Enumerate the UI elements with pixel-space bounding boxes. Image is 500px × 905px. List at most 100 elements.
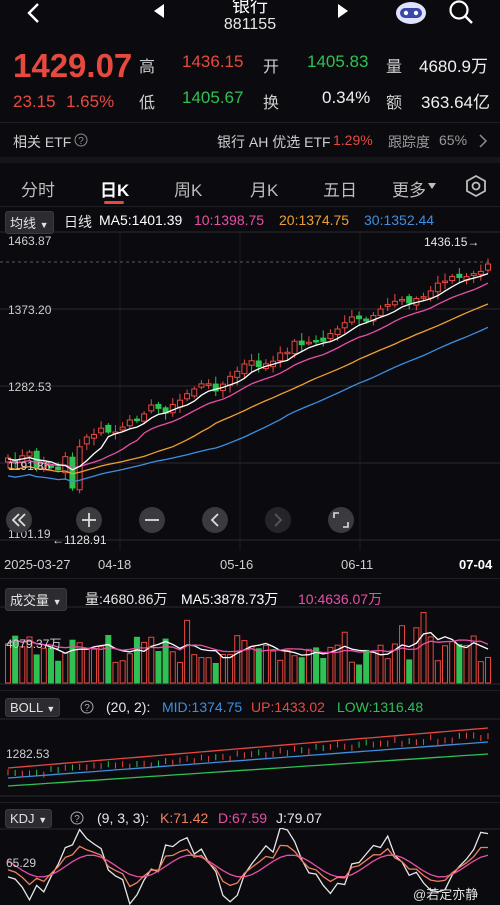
help-icon[interactable]: ? (80, 700, 94, 714)
candle-body (442, 280, 449, 284)
volume-bar (442, 645, 449, 684)
divider (0, 157, 500, 163)
y-axis-label: 1282.53 (6, 747, 50, 761)
kdj-d: D:67.59 (218, 810, 268, 826)
volume-bar (413, 627, 420, 684)
volume-bar (98, 646, 105, 684)
volume-bar (370, 650, 377, 684)
kdj-j: J:79.07 (276, 810, 322, 826)
volume-bar (184, 619, 191, 684)
volume-bar (334, 644, 341, 684)
candle-body (449, 275, 456, 282)
related-etf-label: 相关 ETF (13, 134, 72, 150)
volume-value: 4680.9万 (419, 57, 488, 76)
candle-body (391, 300, 398, 306)
candle-body (291, 340, 298, 355)
volume-bar (133, 636, 140, 684)
volume-bar (320, 658, 327, 684)
indicator-selector-ma[interactable]: 均线 ▼ (5, 211, 54, 234)
boll-mid: MID:1374.75 (162, 699, 243, 715)
candle-body (141, 413, 148, 422)
volume-bar (33, 654, 40, 684)
candlestick-chart[interactable]: 1463.87 1373.20 1282.53 1191.86 1101.19 … (0, 230, 500, 550)
indicator-selector-label: KDJ (10, 811, 35, 826)
volume-bar (377, 644, 384, 684)
volume-bar (212, 662, 219, 684)
boll-low: LOW:1316.48 (337, 699, 424, 715)
candle-body (377, 308, 384, 317)
etf-name[interactable]: 银行 AH 优选 ETF (217, 134, 331, 150)
chevron-right-icon[interactable] (478, 134, 488, 148)
divider (0, 690, 500, 691)
candle-body (420, 296, 427, 299)
robot-assistant-icon[interactable] (394, 0, 428, 26)
amount-label: 额 (386, 95, 403, 112)
chevron-right-icon (274, 513, 283, 527)
candle-body (184, 393, 191, 400)
volume-bar (298, 657, 305, 684)
volume-bar (463, 644, 470, 684)
candle-body (370, 315, 377, 322)
candle-body (363, 318, 370, 322)
scroll-left-button[interactable] (202, 507, 228, 533)
etf-pct: 1.29% (333, 132, 373, 148)
volume-bar (105, 634, 112, 684)
price-change: 23.15 (13, 92, 56, 111)
prev-stock-icon[interactable] (152, 3, 166, 19)
indicator-selector-boll[interactable]: BOLL ▼ (5, 698, 61, 717)
volume-bar (69, 639, 76, 684)
tab-monthly-k[interactable]: 月K (250, 181, 279, 200)
ma5-line (7, 272, 489, 471)
candle-body (341, 322, 348, 329)
volume-bar (169, 651, 176, 684)
help-icon[interactable]: ? (74, 133, 88, 147)
candle-body (255, 360, 262, 368)
kdj-chart[interactable]: 65.29 (0, 828, 500, 905)
volume-bar (205, 657, 212, 684)
scroll-to-start-button[interactable] (6, 507, 32, 533)
search-icon[interactable] (448, 0, 476, 26)
tab-daily-k[interactable]: 日K (100, 181, 130, 200)
plus-icon (82, 513, 96, 527)
zoom-in-button[interactable] (76, 507, 102, 533)
tab-five-day[interactable]: 五日 (323, 181, 357, 200)
kdj-k-line (7, 844, 488, 888)
kdj-d-line (7, 854, 489, 878)
indicator-selector-volume[interactable]: 成交量 ▼ (5, 588, 67, 611)
volume-bar (262, 644, 269, 684)
divider (0, 578, 500, 579)
svg-text:?: ? (74, 814, 80, 825)
volume-bar (391, 643, 398, 684)
watermark: @若定亦静 (413, 887, 479, 902)
divider (0, 206, 500, 207)
back-icon[interactable] (26, 2, 42, 24)
candle-body (470, 273, 477, 277)
volume-bar (141, 641, 148, 684)
volume-bar (406, 659, 413, 684)
fullscreen-button[interactable] (328, 507, 354, 533)
low-value: 1405.67 (182, 88, 244, 107)
volume-bar (47, 647, 54, 684)
volume-bar (384, 658, 391, 684)
scroll-right-button[interactable] (265, 507, 291, 533)
boll-up-line (7, 727, 489, 769)
date-label: 06-11 (341, 557, 374, 572)
indicator-selector-kdj[interactable]: KDJ ▼ (5, 809, 53, 828)
volume-chart[interactable]: 4079.37万 (0, 606, 500, 686)
volume-bar (356, 664, 363, 684)
help-icon[interactable]: ? (70, 811, 84, 825)
candle-body (313, 340, 320, 343)
next-stock-icon[interactable] (336, 3, 350, 19)
tab-intraday[interactable]: 分时 (21, 181, 55, 200)
zoom-out-button[interactable] (139, 507, 165, 533)
double-chevron-left-icon (11, 513, 26, 527)
tab-weekly-k[interactable]: 周K (174, 181, 203, 200)
candle-body (277, 352, 284, 362)
boll-chart[interactable]: 1282.53 (0, 718, 500, 798)
top-bar: 银行 881155 (0, 0, 500, 40)
volume-bar (470, 635, 477, 684)
tab-more[interactable]: 更多 (392, 181, 426, 200)
candle-body (485, 263, 491, 271)
settings-icon[interactable] (464, 174, 488, 198)
volume-bar (219, 653, 226, 684)
